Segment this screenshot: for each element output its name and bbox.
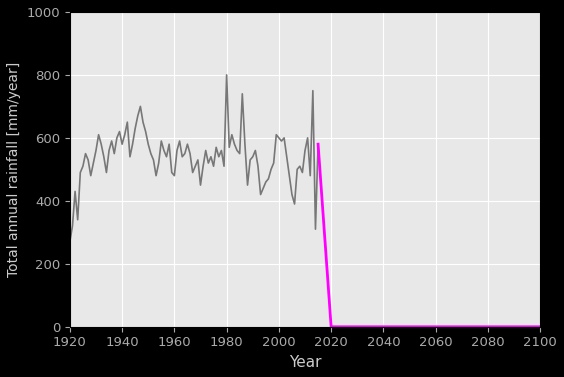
X-axis label: Year: Year <box>289 355 321 370</box>
Y-axis label: Total annual rainfall [mm/year]: Total annual rainfall [mm/year] <box>7 62 21 277</box>
